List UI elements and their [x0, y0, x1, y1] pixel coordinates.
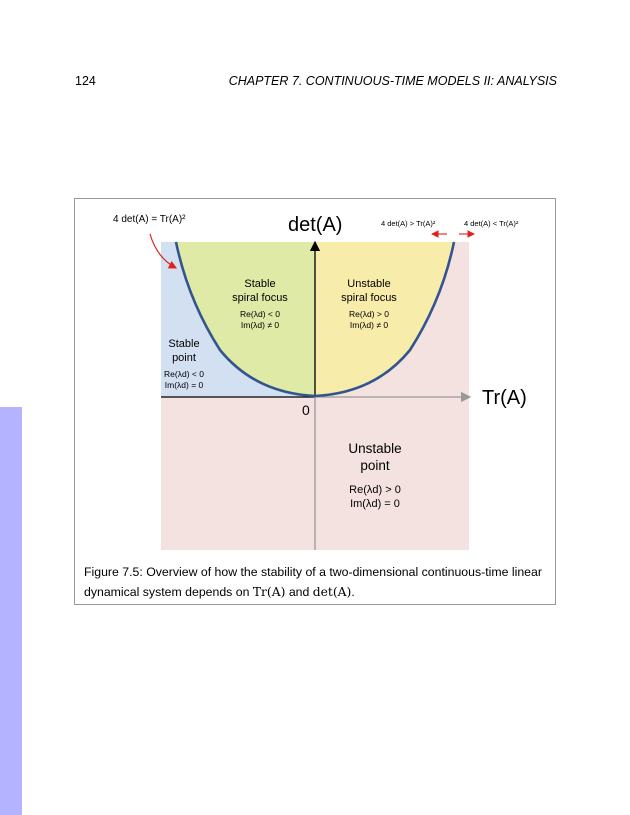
stable-point-title2: point: [172, 352, 196, 364]
unstable-spiral-text: Unstable spiral focus Re(λd) > 0 Im(λd) …: [341, 278, 397, 330]
caption-text: Figure 7.5: Overview of how the stabilit…: [84, 565, 542, 599]
unstable-spiral-title2: spiral focus: [341, 292, 397, 304]
figure-frame: [74, 198, 556, 605]
stable-spiral-region: [176, 242, 315, 396]
parabola-curve: [174, 241, 456, 398]
caption-determinant: det(A): [312, 585, 352, 599]
unstable-spiral-region: [315, 242, 454, 396]
stable-spiral-text: Stable spiral focus Re(λd) < 0 Im(λd) ≠ …: [232, 278, 288, 330]
curve-equation-label: 4 det(A) = Tr(A)²: [113, 214, 186, 225]
x-axis-label: Tr(A): [482, 387, 527, 409]
unstable-point-text: Unstable point Re(λd) > 0 Im(λd) = 0: [348, 441, 401, 510]
caption-end: .: [351, 585, 355, 599]
left-inequality-label: 4 det(A) > Tr(A)²: [381, 219, 436, 228]
side-tab-marker: [0, 407, 22, 815]
stable-spiral-im: Im(λd) ≠ 0: [241, 320, 279, 330]
stable-point-title1: Stable: [168, 338, 199, 350]
curve-pointer-arrow: [149, 233, 178, 269]
unstable-point-re: Re(λd) > 0: [349, 484, 401, 496]
y-axis-label: det(A): [288, 214, 342, 236]
figure-caption: Figure 7.5: Overview of how the stabilit…: [84, 562, 550, 602]
page-number: 124: [75, 74, 96, 88]
stable-spiral-title1: Stable: [244, 278, 275, 290]
unstable-point-im: Im(λd) = 0: [350, 498, 400, 510]
unstable-spiral-title1: Unstable: [347, 278, 390, 290]
stable-spiral-title2: spiral focus: [232, 292, 288, 304]
caption-trace: Tr(A): [252, 585, 286, 599]
unstable-spiral-re: Re(λd) > 0: [349, 309, 389, 319]
stable-spiral-re: Re(λd) < 0: [240, 309, 280, 319]
stable-point-re: Re(λd) < 0: [164, 369, 204, 379]
unstable-spiral-im: Im(λd) ≠ 0: [350, 320, 388, 330]
unstable-point-title1: Unstable: [348, 441, 401, 456]
stable-point-text: Stable point Re(λd) < 0 Im(λd) = 0: [164, 338, 204, 390]
stable-point-im: Im(λd) = 0: [165, 380, 204, 390]
unstable-point-title2: point: [360, 458, 390, 473]
right-inequality-label: 4 det(A) < Tr(A)²: [464, 219, 519, 228]
chapter-title: CHAPTER 7. CONTINUOUS-TIME MODELS II: AN…: [228, 74, 557, 88]
origin-label: 0: [302, 402, 310, 418]
caption-and: and: [285, 585, 313, 599]
